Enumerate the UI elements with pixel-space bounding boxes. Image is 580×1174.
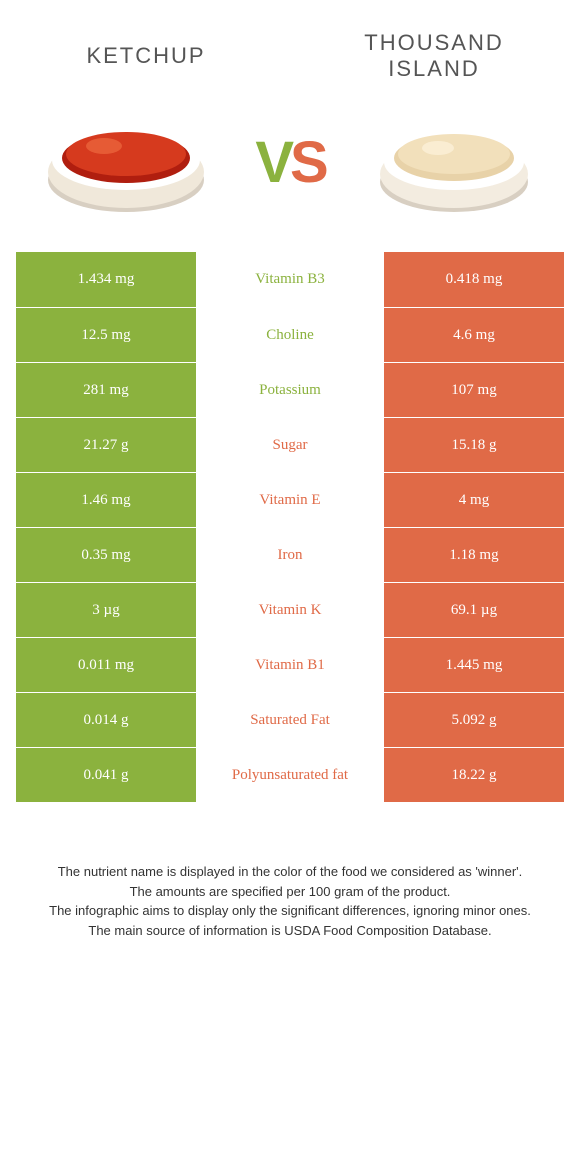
footer-notes: The nutrient name is displayed in the co…: [16, 802, 564, 970]
footer-line: The nutrient name is displayed in the co…: [44, 862, 536, 882]
left-value: 3 µg: [16, 583, 196, 637]
ketchup-bowl-icon: [36, 102, 216, 222]
table-row: 0.35 mgIron1.18 mg: [16, 527, 564, 582]
vs-v: V: [255, 130, 290, 195]
right-value: 4.6 mg: [384, 308, 564, 362]
nutrient-label: Saturated Fat: [196, 693, 384, 747]
nutrient-label: Vitamin B1: [196, 638, 384, 692]
left-value: 0.014 g: [16, 693, 196, 747]
title-row: Ketchup Thousand Island: [16, 20, 564, 102]
left-value: 0.011 mg: [16, 638, 196, 692]
left-value: 21.27 g: [16, 418, 196, 472]
nutrient-label: Potassium: [196, 363, 384, 417]
left-value: 281 mg: [16, 363, 196, 417]
right-value: 18.22 g: [384, 748, 564, 802]
images-row: VS: [16, 102, 564, 252]
nutrient-label: Vitamin K: [196, 583, 384, 637]
left-value: 1.434 mg: [16, 252, 196, 307]
nutrient-label: Choline: [196, 308, 384, 362]
nutrient-label: Iron: [196, 528, 384, 582]
left-value: 0.35 mg: [16, 528, 196, 582]
right-value: 0.418 mg: [384, 252, 564, 307]
right-value: 1.18 mg: [384, 528, 564, 582]
table-row: 0.014 gSaturated Fat5.092 g: [16, 692, 564, 747]
comparison-table: 1.434 mgVitamin B30.418 mg12.5 mgCholine…: [16, 252, 564, 802]
left-value: 0.041 g: [16, 748, 196, 802]
left-value: 12.5 mg: [16, 308, 196, 362]
table-row: 12.5 mgCholine4.6 mg: [16, 307, 564, 362]
right-value: 1.445 mg: [384, 638, 564, 692]
table-row: 3 µgVitamin K69.1 µg: [16, 582, 564, 637]
right-value: 69.1 µg: [384, 583, 564, 637]
thousand-island-bowl-icon: [364, 102, 544, 222]
table-row: 0.041 gPolyunsaturated fat18.22 g: [16, 747, 564, 802]
nutrient-label: Sugar: [196, 418, 384, 472]
right-value: 5.092 g: [384, 693, 564, 747]
left-value: 1.46 mg: [16, 473, 196, 527]
vs-s: S: [290, 130, 325, 195]
table-row: 0.011 mgVitamin B11.445 mg: [16, 637, 564, 692]
right-value: 4 mg: [384, 473, 564, 527]
title-left: Ketchup: [46, 43, 246, 69]
title-right: Thousand Island: [334, 30, 534, 82]
table-row: 1.46 mgVitamin E4 mg: [16, 472, 564, 527]
table-row: 1.434 mgVitamin B30.418 mg: [16, 252, 564, 307]
nutrient-label: Vitamin E: [196, 473, 384, 527]
right-value: 15.18 g: [384, 418, 564, 472]
nutrient-label: Vitamin B3: [196, 252, 384, 307]
footer-line: The amounts are specified per 100 gram o…: [44, 882, 536, 902]
right-value: 107 mg: [384, 363, 564, 417]
infographic: Ketchup Thousand Island VS 1.434 mgVitam…: [0, 0, 580, 990]
footer-line: The main source of information is USDA F…: [44, 921, 536, 941]
footer-line: The infographic aims to display only the…: [44, 901, 536, 921]
nutrient-label: Polyunsaturated fat: [196, 748, 384, 802]
vs-label: VS: [255, 129, 324, 196]
table-row: 21.27 gSugar15.18 g: [16, 417, 564, 472]
table-row: 281 mgPotassium107 mg: [16, 362, 564, 417]
